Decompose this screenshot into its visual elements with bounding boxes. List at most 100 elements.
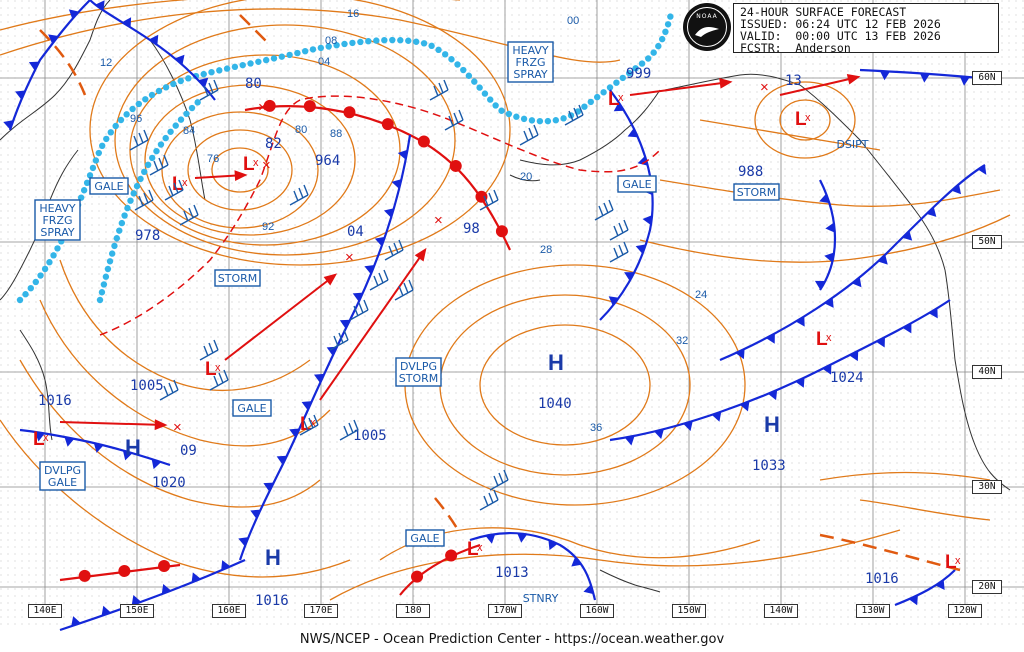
longitude-label: 160W: [580, 604, 614, 618]
center-value: 13: [785, 73, 802, 89]
low-988-value: 988: [738, 164, 763, 180]
ice-dot: [86, 172, 94, 179]
isobar-label: 08: [325, 35, 337, 47]
ice-dot: [389, 36, 396, 44]
ice-dot: [112, 122, 119, 130]
warning-text: DVLPG: [44, 464, 81, 477]
ice-dot: [333, 41, 340, 49]
isobar-label: 88: [330, 128, 342, 140]
wind-barb: [594, 199, 614, 221]
ice-dot: [108, 250, 116, 257]
ice-dot: [231, 63, 239, 71]
ice-dot: [341, 40, 348, 48]
low-symbol: L: [816, 329, 828, 350]
cold-front-triangle: [198, 77, 209, 88]
warm-front-semicircle: [495, 225, 508, 238]
warning-text: GALE: [410, 532, 439, 545]
warm-front-semicircle: [411, 570, 424, 583]
ice-dot: [505, 110, 513, 118]
cold-front-triangle: [548, 539, 558, 551]
noaa-logo: NOAA: [683, 3, 731, 51]
header-valid: VALID: 00:00 UTC 13 FEB 2026: [740, 29, 941, 43]
ice-dot: [153, 147, 160, 155]
wind-barb: [134, 189, 154, 211]
cold-front-triangle: [48, 34, 59, 44]
ice-dot: [381, 36, 388, 44]
warm-front-semicircle: [445, 549, 458, 562]
track-arrow: [629, 77, 733, 96]
ice-dot: [80, 187, 88, 194]
warm-front-semicircle: [417, 135, 430, 148]
wind-barb: [149, 154, 169, 176]
high-symbol: H: [265, 545, 281, 570]
wind-barb: [329, 329, 349, 351]
low-symbol: L: [467, 539, 479, 560]
wind-barb: [444, 109, 464, 131]
header-forecaster: FCSTR: Anderson: [740, 41, 851, 55]
cold-front-triangle: [374, 236, 386, 247]
ice-dot: [148, 91, 156, 99]
cold-front-triangle: [95, 0, 105, 11]
ice-dot: [270, 55, 278, 62]
wind-barb: [159, 379, 179, 401]
wind-barb: [429, 79, 449, 101]
center-value: 82: [265, 136, 282, 152]
map-background: [0, 0, 1024, 630]
track-arrow: [319, 247, 427, 401]
ice-dot: [162, 134, 169, 142]
ice-dot: [365, 37, 372, 45]
high-symbol: H: [764, 412, 780, 437]
ice-dot: [194, 99, 201, 106]
cold-front-triangle: [28, 61, 40, 71]
low-1005-value: 1005: [130, 378, 164, 394]
ice-dot: [325, 43, 332, 50]
ice-dot: [655, 42, 662, 50]
wind-barbs: [129, 79, 629, 511]
ice-dot: [613, 79, 620, 86]
longitude-label: 150E: [120, 604, 154, 618]
wind-barb: [609, 219, 629, 241]
ice-dot: [317, 44, 325, 52]
isobar-label: 32: [676, 335, 688, 347]
cold-front-triangle: [795, 377, 805, 388]
warm-front-south: [399, 543, 481, 596]
ice-dot: [658, 35, 666, 43]
ice-dot: [435, 46, 442, 54]
ice-dot: [600, 89, 607, 96]
ice-dot: [157, 141, 165, 148]
ice-dot: [460, 66, 467, 74]
warm-front-semicircle: [78, 569, 91, 582]
ice-dot: [262, 56, 270, 64]
wind-barb: [519, 124, 539, 146]
header-title: 24-HOUR SURFACE FORECAST: [740, 5, 907, 19]
stationary-front: [469, 532, 597, 601]
ice-dot: [216, 67, 223, 74]
cold-front-triangle: [391, 179, 402, 189]
cold-front-triangle: [122, 17, 132, 28]
cold-front-triangle: [276, 455, 287, 465]
cold-front-east-upper: [719, 164, 986, 362]
cold-front-triangle: [977, 165, 987, 175]
forecast-position-x: ×: [345, 249, 354, 266]
ice-dot: [606, 84, 614, 91]
cold-front-triangle: [849, 350, 859, 362]
ice-dot: [544, 117, 552, 125]
ice-dot: [111, 242, 118, 250]
cold-front-triangle: [825, 222, 835, 233]
ice-dot: [645, 55, 652, 62]
track-arrow: [194, 170, 248, 182]
ice-dot: [135, 100, 143, 108]
cold-front-triangle: [902, 230, 913, 241]
center-value: 80: [245, 76, 262, 92]
warm-front-semicircle: [263, 99, 276, 112]
ice-dot: [664, 21, 672, 28]
ice-dot: [22, 291, 29, 298]
track-arrow: [59, 419, 168, 431]
track-arrow: [779, 74, 861, 96]
cold-front-triangle: [301, 401, 312, 411]
low-x-mark: x: [955, 555, 961, 567]
cold-front-triangle: [71, 616, 81, 627]
cold-front-triangle: [735, 348, 745, 360]
cold-front-triangle: [151, 459, 162, 470]
ice-dot: [667, 13, 674, 20]
